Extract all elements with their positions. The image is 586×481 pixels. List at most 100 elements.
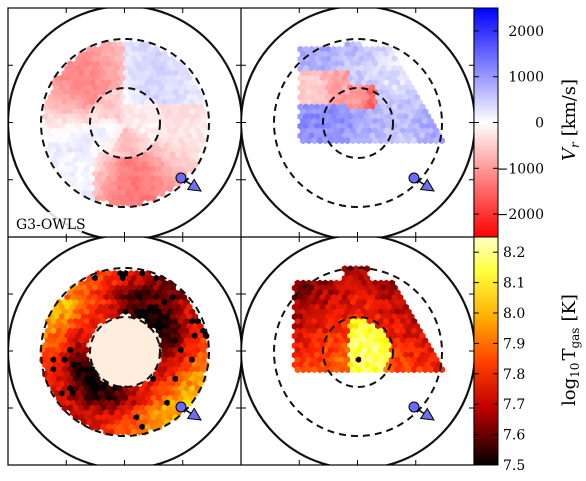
hexbin-cell [336,74,343,82]
hexbin-cell [142,361,149,369]
hexbin-cell [119,141,126,149]
hexbin-cell [144,108,151,116]
hexbin-cell [142,141,149,149]
hexbin-cell [161,404,168,412]
hexbin-cell [363,132,371,140]
hexbin-cell [302,74,310,82]
hexbin-cell [166,127,174,135]
hexbin-cell [72,308,79,316]
hexbin-cell [130,361,138,369]
hexbin-cell [136,303,143,311]
hexbin-cell [363,65,371,73]
hexbin-cell [169,322,176,330]
hexbin-cell [75,399,82,407]
hexbin-cell [394,79,401,87]
hexbin-cell [130,418,138,426]
hexbin-cell [311,98,318,106]
hexbin-cell [75,103,82,111]
hexbin-cell [164,141,171,149]
hexbin-cell [300,50,307,58]
hexbin-cell [67,394,74,402]
hexbin-cell [83,165,90,173]
hexbin-cell [153,370,160,378]
hexbin-cell [155,60,163,68]
hexbin-cell [114,332,121,340]
hexbin-cell [153,351,160,359]
hexbin-cell [103,390,110,398]
hexbin-cell [155,279,163,287]
blue-circle-marker-icon [408,172,420,184]
hexbin-cell [399,356,407,364]
hexbin-cell [108,399,115,407]
hexbin-cell [319,65,326,73]
hexbin-cell [117,185,124,193]
hexbin-cell [169,303,176,311]
hexbin-cell [408,93,415,101]
hexbin-cell [144,404,151,412]
hexbin-cell [300,346,307,354]
hexbin-cell [355,98,362,106]
hexbin-cell [172,98,179,106]
hexbin-cell [194,89,201,97]
hexbin-cell [408,113,415,121]
hexbin-cell [377,137,384,145]
hexbin-cell [361,308,368,316]
hexbin-cell [92,170,99,178]
hexbin-cell [61,89,68,97]
hexbin-cell [155,385,163,393]
hexbin-cell [419,122,426,130]
hexbin-cell [347,342,354,350]
hexbin-cell [430,122,437,130]
hexbin-cell [338,50,346,58]
hexbin-cell [47,322,54,330]
hexbin-cell [305,346,312,354]
hexbin-cell [372,79,379,87]
hexbin-cell [56,356,63,364]
hexbin-cell [94,356,102,364]
hexbin-cell [405,308,412,316]
hexbin-cell [133,423,140,431]
hexbin-cell [144,289,151,297]
hexbin-cell [316,356,323,364]
hexbin-cell [338,356,346,364]
hexbin-cell [361,270,368,278]
hexbin-cell [136,93,143,101]
hexbin-cell [377,318,384,326]
hexbin-cell [111,89,118,97]
hexbin-cell [341,351,348,359]
hexbin-cell [58,370,66,378]
hexbin-cell [133,318,140,326]
hexbin-cell [97,370,104,378]
hexbin-cell [319,122,326,130]
hexbin-cell [142,332,149,340]
hexbin-cell [397,303,404,311]
hexbin-cell [133,279,140,287]
hexbin-cell [89,60,96,68]
hexbin-cell [161,60,168,68]
hexbin-cell [69,370,77,378]
hexbin-cell [386,122,393,130]
hexbin-cell [133,337,140,345]
hexbin-cell [333,356,340,364]
hexbin-cell [81,55,88,63]
hexbin-cell [189,375,196,383]
hexbin-cell [67,98,74,106]
hexbin-cell [89,50,96,58]
hexbin-cell [172,414,179,422]
hexbin-cell [92,65,99,73]
hexbin-cell [128,137,135,145]
hexbin-cell [144,89,151,97]
panel-tl-overlay [8,8,241,237]
hexbin-cell [78,69,85,77]
hexbin-cell [197,380,204,388]
hexbin-cell [142,74,149,82]
hexbin-cell [197,132,204,140]
hexbin-cell [194,127,201,135]
hexbin-cell [144,117,151,125]
hexbin-cell [153,390,160,398]
hexbin-cell [114,294,121,302]
hexbin-cell [58,351,66,359]
hexbin-cell [300,289,307,297]
hexbin-cell [413,342,420,350]
hexbin-cell [111,98,118,106]
